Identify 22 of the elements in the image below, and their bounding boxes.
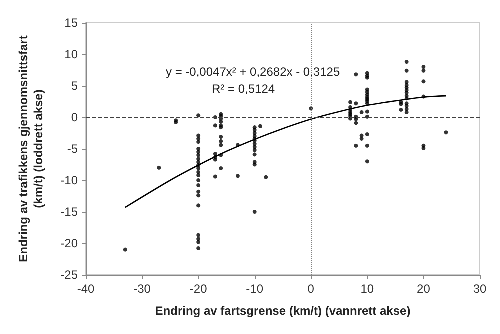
y-tick-label: -20 — [60, 236, 78, 250]
line-series — [124, 95, 447, 208]
x-tick-label: -30 — [134, 282, 152, 296]
y-tick-label: 15 — [64, 16, 78, 30]
y-tick-label: 10 — [64, 48, 78, 62]
y-tick-label: -15 — [60, 205, 78, 219]
x-tick-label: -40 — [77, 282, 95, 296]
x-tick-label: -10 — [246, 282, 264, 296]
y-tick-label: 0 — [71, 110, 78, 124]
y-tick-label: -25 — [60, 268, 78, 282]
y-tick-label: -5 — [67, 142, 78, 156]
annotation: R² = 0,5124 — [212, 82, 276, 96]
x-axis-title: Endring av fartsgrense (km/t) (vannrett akse) — [155, 304, 411, 318]
x-tick-label: -20 — [190, 282, 208, 296]
annotation: y = -0,0047x² + 0,2682x - 0,3125 — [166, 65, 340, 79]
y-axis-title: Endring av trafikkens gjennomsnittsfart (km/t) (loddrett akse) — [16, 36, 46, 262]
y-tick-label: -10 — [60, 174, 78, 188]
x-tick-label: 0 — [308, 282, 315, 296]
x-tick-label: 10 — [360, 282, 374, 296]
x-tick-label: 20 — [417, 282, 431, 296]
y-tick-label: 5 — [71, 79, 78, 93]
x-tick-label: 30 — [473, 282, 487, 296]
